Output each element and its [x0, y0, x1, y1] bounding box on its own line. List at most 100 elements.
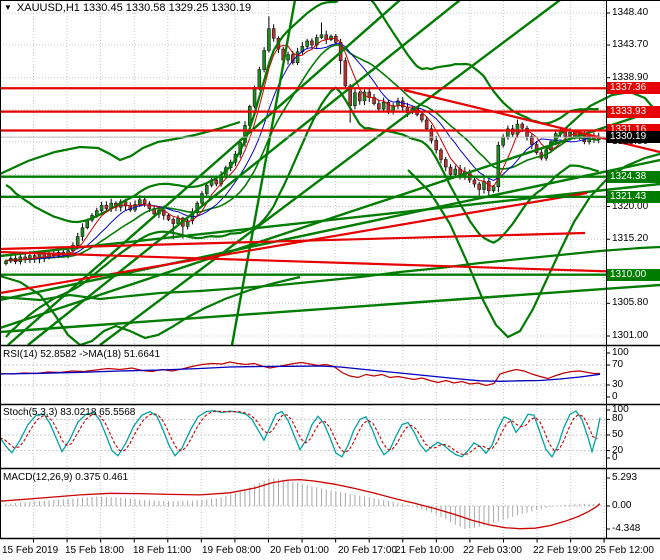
candle-bearish — [310, 40, 314, 46]
candle-bearish — [530, 136, 534, 145]
stoch-axis-label: 20 — [612, 444, 624, 456]
trendline-red[interactable] — [0, 191, 588, 295]
candle-bearish — [123, 201, 128, 207]
green-curve — [0, 245, 660, 302]
ma-red-line — [5, 37, 599, 262]
price-axis-tick-label: 1338.90 — [612, 71, 649, 83]
candle-bullish — [262, 50, 266, 70]
support-price-label: 1310.00 — [607, 268, 660, 281]
candle-bearish — [166, 215, 171, 220]
rsi-axis-label: 100 — [612, 347, 629, 358]
current-price-label: 1330.19 — [607, 131, 660, 144]
candle-bearish — [400, 100, 405, 108]
candle-bullish — [138, 199, 142, 205]
macd-axis-label: 5.293 — [612, 472, 638, 483]
time-axis-label: 19 Feb 08:00 — [202, 545, 261, 556]
price-axis-tick-label: 1305.80 — [612, 297, 649, 309]
rsi-axis-label: 30 — [612, 379, 624, 390]
macd-axis-label: 0.00 — [612, 500, 632, 511]
chart-title: XAUUSD,H1 1330.45 1330.58 1329.25 1330.1… — [16, 2, 252, 14]
candle-bullish — [295, 51, 300, 63]
symbol-dropdown-icon[interactable]: ▼ — [4, 3, 12, 12]
candle-bearish — [348, 85, 352, 106]
candle-bearish — [271, 28, 276, 39]
candle-bullish — [75, 236, 80, 246]
stoch-axis-label: 50 — [612, 429, 624, 440]
candle-bearish — [357, 92, 362, 102]
candle-bearish — [214, 179, 219, 185]
candle-bullish — [305, 40, 309, 47]
trendline-green[interactable] — [27, 0, 461, 346]
rsi-line — [0, 361, 600, 387]
time-axis-label: 20 Feb 17:00 — [338, 545, 397, 556]
price-axis-tick-label: 1348.40 — [612, 7, 649, 18]
candle-bullish — [267, 28, 271, 51]
macd-axis-label: -4.348 — [612, 523, 641, 534]
trendline-green[interactable] — [230, 0, 297, 346]
candle-bearish — [525, 127, 529, 137]
time-axis-label: 21 Feb 10:00 — [395, 545, 454, 556]
candle-bearish — [448, 166, 453, 175]
candle-bearish — [104, 204, 109, 209]
candle-bearish — [487, 181, 491, 192]
candle-bearish — [420, 114, 424, 121]
macd-signal-line — [0, 478, 601, 530]
candle-bullish — [185, 220, 190, 227]
stoch-k-line — [0, 409, 601, 458]
green-curve — [0, 274, 301, 347]
time-axis-label: 25 Feb 12:00 — [595, 545, 654, 556]
candle-bullish — [200, 193, 204, 204]
support-price-label: 1324.38 — [607, 170, 660, 183]
candle-bearish — [439, 149, 443, 160]
stoch-indicator-label: Stoch(5,3,3) 83.0218 65.5568 — [3, 407, 136, 418]
price-axis-tick-label: 1315.20 — [612, 233, 649, 245]
support-price-label: 1321.43 — [607, 190, 660, 203]
candle-bullish — [205, 185, 209, 194]
candle-bullish — [453, 168, 458, 175]
trendline-green[interactable] — [99, 0, 561, 346]
stoch-axis-label: 100 — [612, 404, 629, 415]
candle-bearish — [444, 159, 448, 168]
candle-bullish — [319, 34, 324, 38]
candle-bullish — [491, 186, 496, 192]
time-axis-label: 22 Feb 19:00 — [533, 545, 592, 556]
candle-bullish — [286, 54, 290, 61]
candle-bearish — [343, 60, 348, 87]
candle-bearish — [367, 91, 372, 98]
price-axis-tick-label: 1301.00 — [612, 329, 649, 341]
stoch-d-line — [0, 410, 598, 456]
time-axis-label: 15 Feb 18:00 — [65, 545, 124, 556]
candle-bullish — [80, 227, 85, 237]
candle-bullish — [329, 35, 333, 40]
rsi-axis-label: 0 — [612, 391, 618, 402]
candle-bullish — [381, 102, 386, 110]
candle-bearish — [477, 183, 481, 190]
time-axis-label: 20 Feb 01:00 — [270, 545, 329, 556]
trendline-red[interactable] — [0, 250, 660, 275]
time-axis-label: 15 Feb 2019 — [2, 545, 59, 556]
candle-bullish — [496, 144, 501, 188]
bollinger-upper-band — [5, 0, 599, 224]
trendline-red[interactable] — [0, 231, 586, 251]
time-axis-label: 22 Feb 03:00 — [463, 545, 522, 556]
rsi-ma-line — [0, 365, 601, 382]
stoch-axis-label: 80 — [612, 413, 624, 425]
trendline-green[interactable] — [7, 0, 401, 346]
bollinger-lower-band — [5, 86, 599, 338]
rsi-axis-label: 70 — [612, 359, 624, 370]
candle-bearish — [377, 103, 381, 110]
trendline-green[interactable] — [0, 107, 660, 330]
trendline-green[interactable] — [0, 283, 660, 334]
candle-bullish — [257, 69, 262, 89]
candle-bullish — [99, 204, 104, 211]
candle-bearish — [429, 128, 434, 141]
candle-bearish — [142, 199, 147, 205]
candle-bullish — [353, 92, 357, 106]
candle-bullish — [4, 260, 8, 265]
trendline-green[interactable] — [0, 158, 660, 302]
candle-bearish — [434, 140, 438, 151]
resistance-price-label: 1337.36 — [607, 82, 660, 95]
stoch-axis-label: 0 — [612, 452, 618, 463]
